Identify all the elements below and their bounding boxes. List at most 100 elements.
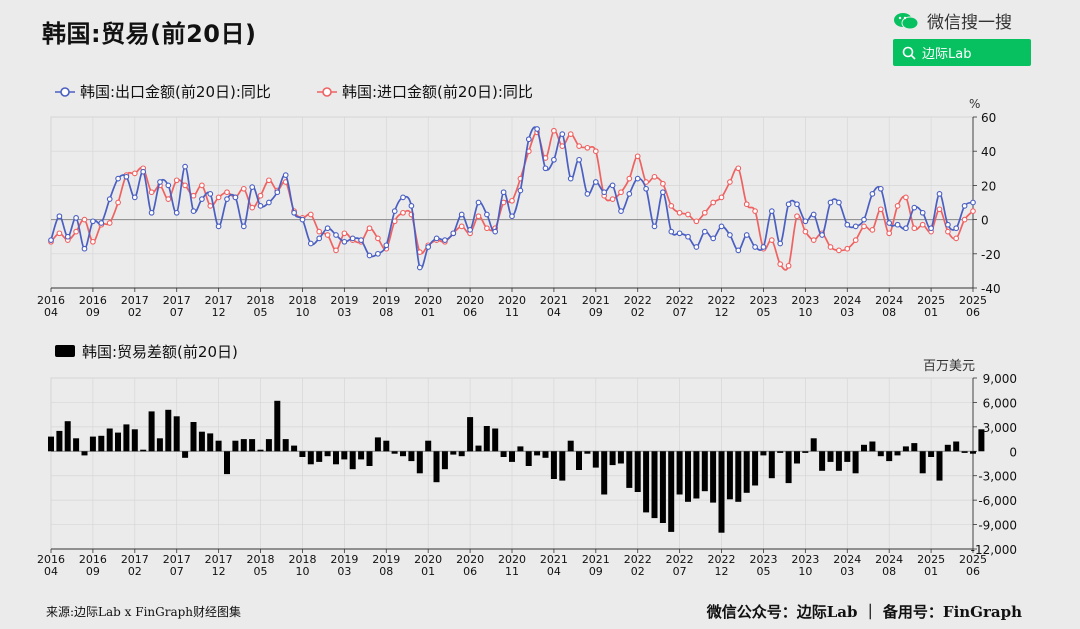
series-point-0 [257, 203, 264, 209]
balance-bar [810, 438, 817, 452]
wechat-search-label: 微信搜一搜 [927, 13, 1012, 33]
line-xtick-year: 2016 [37, 294, 65, 307]
series-point-0 [534, 126, 540, 132]
bar-legend-label: 韩国:贸易差额(前20日) [82, 343, 238, 361]
line-xtick-year: 2021 [582, 294, 610, 307]
line-xtick-month: 07 [170, 306, 184, 319]
line-xtick-year: 2020 [456, 294, 484, 307]
bar-xtick-year: 2021 [582, 553, 610, 566]
series-point-0 [324, 225, 331, 232]
series-point-1 [207, 203, 214, 209]
series-point-0 [919, 209, 926, 216]
series-point-0 [131, 194, 138, 201]
series-point-0 [148, 209, 155, 216]
series-point-0 [911, 204, 918, 211]
series-point-1 [165, 196, 172, 202]
bar-xtick-year: 2025 [959, 553, 987, 566]
series-point-0 [106, 196, 113, 202]
line-xtick-month: 06 [966, 306, 980, 319]
series-point-0 [73, 215, 79, 221]
line-ytick-label: -20 [981, 248, 1001, 262]
series-point-1 [257, 192, 264, 199]
series-point-1 [919, 221, 926, 228]
bar-xtick-year: 2021 [540, 553, 568, 566]
series-point-1 [953, 235, 960, 242]
balance-bar [525, 451, 532, 466]
series-point-1 [592, 148, 599, 155]
series-point-1 [509, 197, 515, 204]
bar-xtick-month: 10 [798, 565, 812, 578]
series-point-0 [199, 196, 205, 202]
series-point-1 [970, 208, 976, 214]
line-ytick-label: 60 [981, 111, 996, 125]
bar-xtick-year: 2024 [875, 553, 903, 566]
balance-bar [617, 451, 624, 464]
balance-bar [953, 441, 960, 452]
balance-bar [651, 451, 658, 519]
series-point-1 [651, 173, 658, 180]
bar-ytick-label: -6,000 [978, 494, 1017, 508]
bar-xtick-month: 02 [631, 565, 645, 578]
line-xtick-year: 2020 [414, 294, 442, 307]
series-point-1 [785, 262, 792, 269]
series-point-0 [115, 175, 121, 182]
search-box[interactable]: 边际Lab [893, 39, 1031, 66]
series-point-1 [727, 179, 733, 185]
series-point-0 [224, 196, 230, 202]
line-xtick-month: 05 [756, 306, 770, 319]
balance-bar [358, 451, 365, 460]
series-point-0 [358, 237, 364, 243]
balance-bar [835, 451, 842, 471]
balance-bar [349, 451, 356, 470]
series-point-1 [743, 201, 750, 208]
balance-bar [416, 451, 423, 474]
series-point-0 [567, 175, 574, 182]
line-xtick-year: 2022 [708, 294, 736, 307]
balance-bar [165, 409, 172, 452]
line-xtick-year: 2017 [205, 294, 233, 307]
bar-ytick-label: -12,000 [971, 543, 1017, 557]
balance-bar [911, 443, 918, 452]
series-point-1 [894, 203, 901, 209]
series-point-1 [56, 230, 63, 237]
series-point-1 [307, 211, 314, 218]
line-xtick-year: 2020 [498, 294, 526, 307]
series-point-0 [249, 184, 256, 190]
series-point-1 [752, 208, 758, 214]
balance-bar [383, 440, 390, 452]
bar-xtick-year: 2023 [749, 553, 777, 566]
series-point-0 [953, 225, 960, 232]
line-xtick-month: 09 [589, 306, 603, 319]
balance-bar [827, 451, 834, 462]
series-point-1 [660, 180, 666, 187]
balance-bar [73, 438, 80, 452]
series-point-0 [701, 228, 708, 235]
series-point-1 [173, 177, 180, 184]
page-title: 韩国:贸易(前20日) [42, 20, 257, 48]
series-point-0 [341, 238, 348, 245]
bar-xtick-year: 2022 [666, 553, 694, 566]
series-point-0 [140, 168, 147, 175]
wechat-search-brand[interactable]: 微信搜一搜 [893, 8, 1012, 33]
balance-bar [726, 451, 733, 500]
balance-bar [710, 451, 717, 503]
balance-bar [693, 451, 700, 499]
balance-bar [98, 435, 105, 452]
balance-bar [265, 439, 272, 452]
balance-bar [274, 400, 281, 452]
series-point-0 [928, 225, 934, 232]
balance-bar [156, 438, 163, 452]
balance-bar [735, 451, 742, 502]
series-point-1 [844, 245, 851, 252]
series-point-1 [567, 131, 574, 137]
series-point-0 [945, 221, 951, 228]
series-point-0 [333, 232, 339, 238]
balance-bar [48, 436, 54, 452]
line-xtick-year: 2017 [163, 294, 191, 307]
series-point-1 [316, 228, 323, 235]
bar-xtick-year: 2019 [330, 553, 358, 566]
balance-bar [877, 451, 884, 457]
series-point-0 [643, 185, 649, 192]
balance-bar [148, 411, 155, 452]
balance-bar [391, 451, 398, 454]
